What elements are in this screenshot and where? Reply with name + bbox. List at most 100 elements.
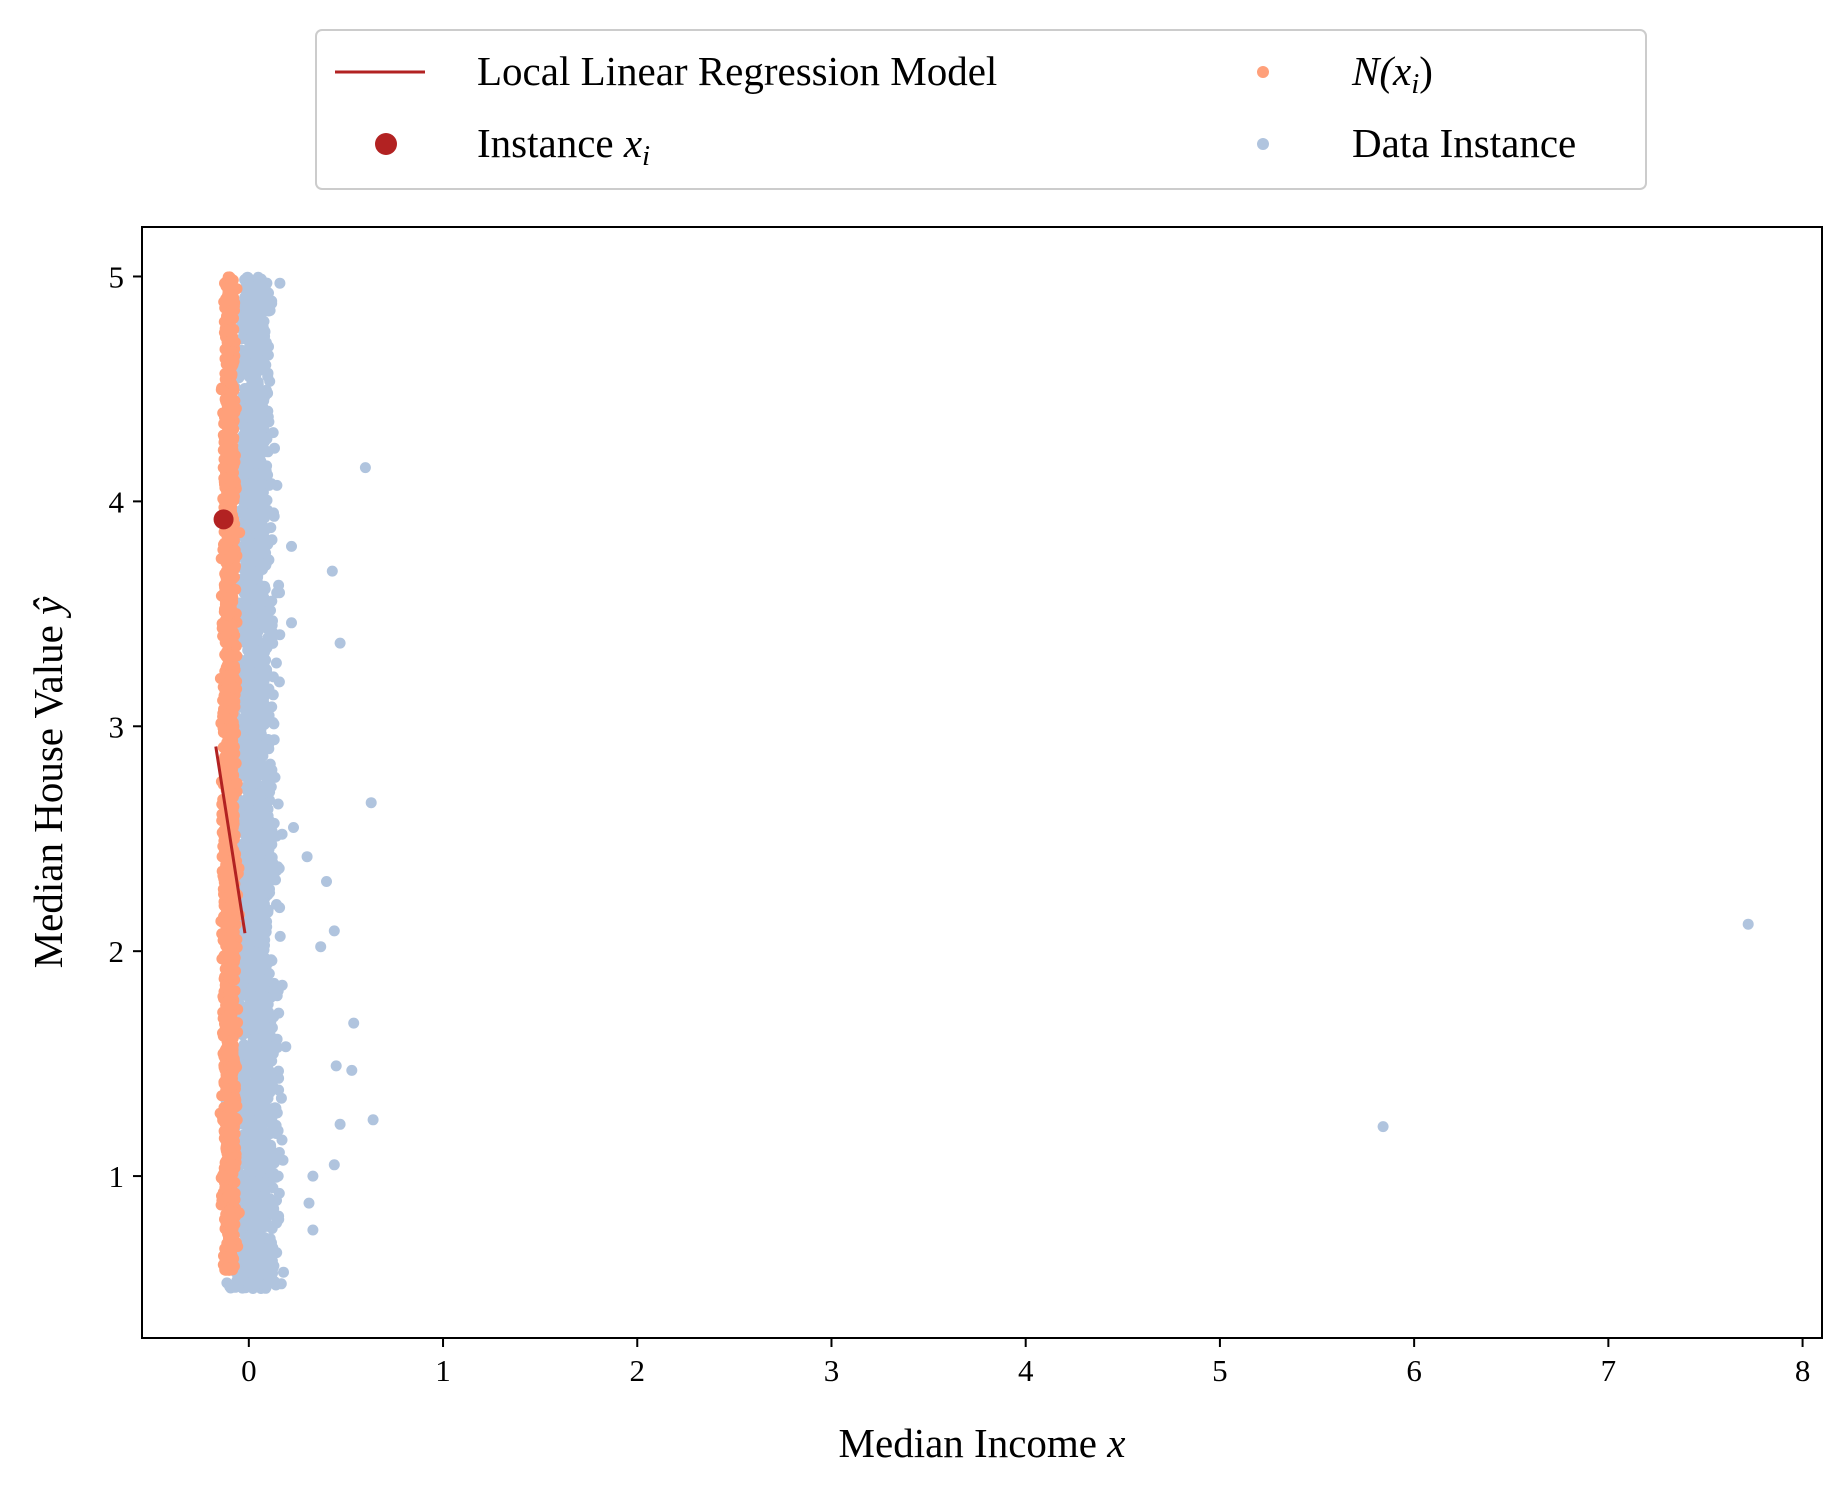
neighborhood-point (224, 692, 236, 704)
data-instance-point (257, 285, 269, 297)
x-tick-label: 6 (1406, 1353, 1422, 1388)
data-instance-point (258, 1136, 270, 1148)
data-instance-point (271, 479, 283, 491)
data-instance-point (264, 887, 276, 899)
data-instance-point (242, 611, 254, 623)
neighborhood-point (223, 590, 235, 602)
data-instance-point (266, 295, 278, 307)
data-instance-point (243, 422, 255, 434)
neighborhood-point (222, 1047, 233, 1059)
data-instance-point (247, 963, 259, 975)
data-instance-point (247, 980, 259, 992)
data-instance-point (253, 494, 264, 506)
data-instance-point (248, 379, 260, 391)
data-instance-point (346, 1064, 358, 1076)
neighborhood-point (222, 428, 234, 439)
neighborhood-point (231, 1100, 243, 1112)
data-instance-point (266, 626, 278, 638)
data-instance-point (247, 510, 259, 522)
data-instance-point (248, 365, 260, 377)
data-instance-point (249, 571, 260, 583)
neighborhood-point (219, 981, 231, 993)
neighborhood-point (221, 336, 233, 348)
data-instance-point (266, 701, 278, 713)
data-instance-point (286, 617, 297, 629)
neighborhood-point (219, 296, 231, 308)
data-instance-point (257, 673, 269, 685)
data-instance-point (271, 990, 283, 1002)
data-instance-point (307, 1170, 319, 1182)
neighborhood-point (216, 827, 228, 838)
neighborhood-point (224, 488, 235, 500)
data-instance-point (243, 707, 255, 719)
data-instance-point (250, 826, 262, 838)
neighborhood-point (222, 1101, 234, 1113)
data-instance-point (348, 1017, 360, 1029)
data-instance-point (275, 1278, 287, 1290)
x-tick-label: 4 (1018, 1353, 1034, 1388)
x-tick-label: 3 (824, 1353, 840, 1388)
data-instance-point (259, 1176, 271, 1188)
x-axis-label: Median Income x (839, 1420, 1126, 1466)
data-instance-point (251, 1073, 262, 1084)
legend-label-model: Local Linear Regression Model (477, 48, 997, 94)
data-instance-point (328, 1159, 340, 1171)
data-instance-point (238, 846, 250, 858)
data-instance-point (237, 1267, 249, 1279)
neighborhood-point (221, 1216, 233, 1228)
neighborhood-point (224, 1161, 236, 1173)
data-instance-point (239, 301, 251, 313)
data-instance-point (246, 390, 258, 402)
data-instance-point (250, 430, 261, 442)
data-instance-point (252, 312, 264, 324)
data-instance-point (334, 1118, 346, 1130)
data-instance-point (246, 733, 258, 745)
data-instance-point (259, 506, 271, 518)
data-instance-point (240, 555, 251, 567)
neighborhood-point (225, 887, 237, 899)
y-tick-label: 4 (109, 484, 125, 519)
data-instance-point (244, 721, 256, 733)
data-instance-point (250, 485, 262, 497)
data-instance-point (262, 1269, 273, 1281)
data-instance-point (334, 637, 346, 649)
legend-box (315, 29, 1647, 190)
neighborhood-point (223, 346, 235, 358)
neighborhood-point (215, 384, 227, 396)
regression-line (214, 746, 247, 934)
data-instance-point (301, 851, 313, 863)
data-instance-point (242, 323, 253, 335)
x-tick-label: 7 (1601, 1353, 1617, 1388)
neighborhood-point (223, 917, 235, 929)
data-instance-point (254, 419, 266, 431)
data-instance-point (240, 603, 252, 614)
neighborhood-point (222, 313, 233, 325)
neighborhood-point (221, 904, 232, 916)
data-instance-point (260, 762, 272, 774)
y-axis-label-text: Median House Value (25, 615, 71, 968)
x-tick-label: 8 (1795, 1353, 1811, 1388)
data-instance-point (248, 1053, 260, 1065)
neighborhood-point (221, 996, 233, 1008)
data-instance-point (265, 782, 277, 793)
neighborhood-point (229, 304, 240, 316)
data-instance-point (238, 1039, 250, 1051)
neighborhood-point (221, 1207, 233, 1219)
data-instance-point (239, 467, 251, 479)
data-instance-point (247, 592, 259, 604)
neighborhood-point (222, 1091, 234, 1103)
data-instance-point (260, 1053, 272, 1065)
data-instance-point (251, 1121, 263, 1132)
data-instance-point (303, 1197, 315, 1209)
data-instance-point (326, 565, 338, 577)
neighborhood-point (223, 1129, 234, 1140)
data-instance-point (257, 1082, 269, 1094)
legend-label-data: Data Instance (1352, 120, 1576, 166)
data-instance-point (276, 1134, 288, 1146)
data-instance-point (247, 454, 259, 466)
plot-frame (141, 226, 1823, 1339)
neighborhood-point (224, 757, 236, 769)
data-instance-point (246, 691, 257, 703)
data-instance-point (247, 1201, 259, 1213)
data-instance-point (269, 1102, 281, 1114)
